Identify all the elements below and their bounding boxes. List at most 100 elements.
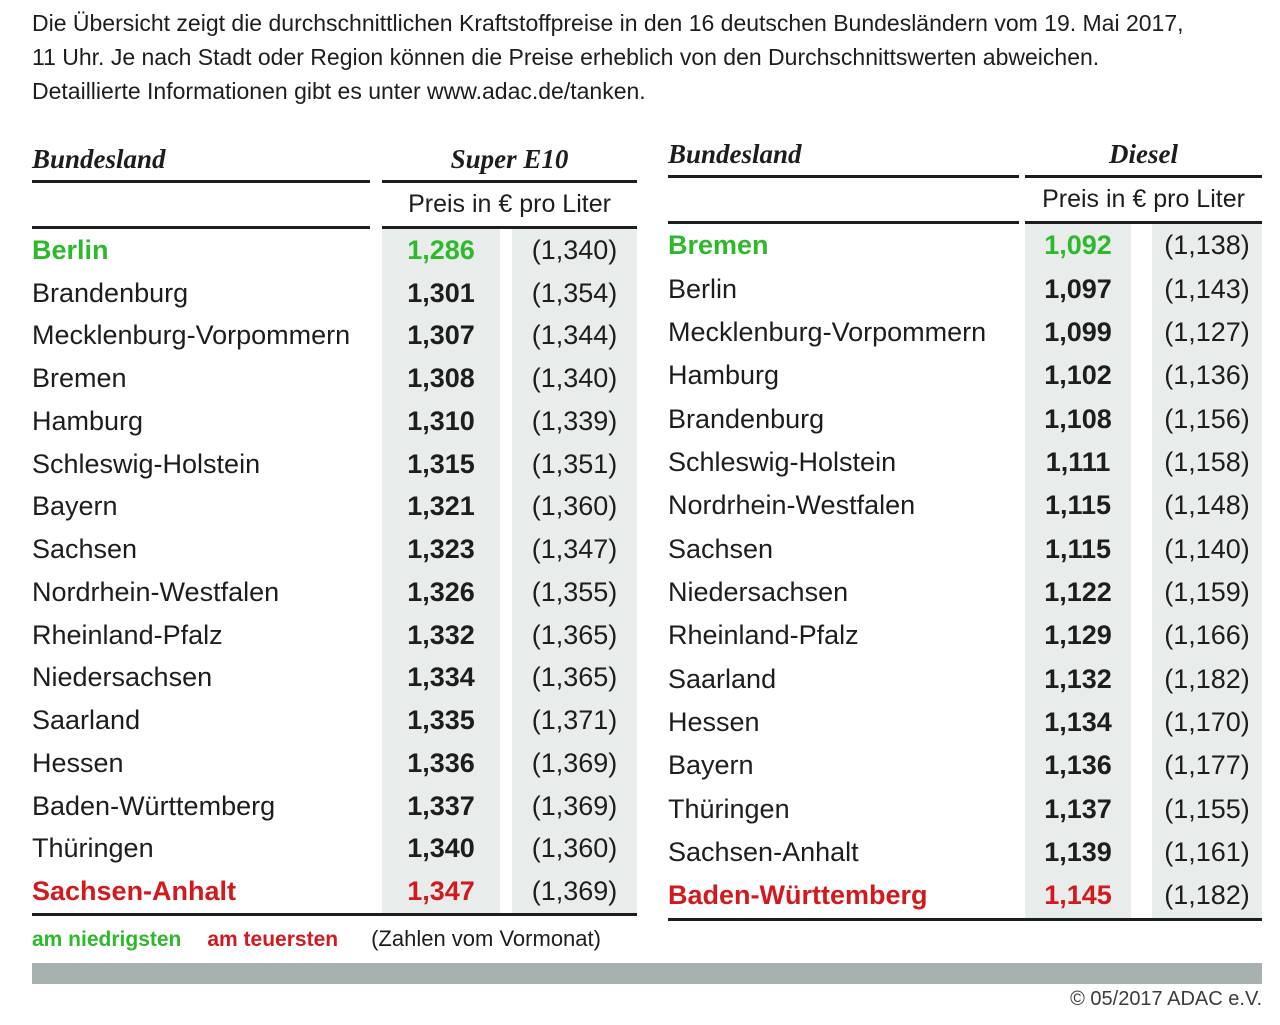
price-unit-header: Preis in € pro Liter xyxy=(1042,185,1245,213)
current-price: 1,136 xyxy=(1025,744,1131,788)
divider-segment xyxy=(668,221,1019,224)
table-row: Bremen 1,308 (1,340) xyxy=(32,357,637,400)
column-gap xyxy=(1131,831,1152,874)
previous-month-price: (1,140) xyxy=(1152,527,1262,571)
current-price: 1,326 xyxy=(382,571,500,614)
previous-month-price: (1,159) xyxy=(1152,570,1262,615)
column-gap xyxy=(1131,441,1152,484)
table-row: Schleswig-Holstein 1,315 (1,351) xyxy=(32,442,637,486)
current-price: 1,122 xyxy=(1025,570,1131,615)
divider-segment xyxy=(668,175,1019,178)
divider-segment xyxy=(1025,175,1262,178)
state-name: Hessen xyxy=(668,706,760,737)
state-name: Baden-Württemberg xyxy=(32,790,276,821)
bundesland-column-header: Bundesland xyxy=(668,139,802,169)
price-unit-header: Preis in € pro Liter xyxy=(408,190,611,218)
previous-month-price: (1,182) xyxy=(1152,657,1262,701)
divider-segment xyxy=(32,180,370,183)
state-name: Berlin xyxy=(32,234,109,265)
previous-month-price: (1,360) xyxy=(512,485,637,529)
current-price: 1,108 xyxy=(1025,397,1131,441)
state-name: Schleswig-Holstein xyxy=(32,448,261,479)
copyright: © 05/2017 ADAC e.V. xyxy=(1070,988,1262,1010)
fuel-type-header: Diesel xyxy=(1109,139,1178,169)
column-gap xyxy=(1131,484,1152,527)
state-name: Niedersachsen xyxy=(32,662,213,693)
table-row: Sachsen-Anhalt 1,347 (1,369) xyxy=(32,870,637,913)
state-name: Bayern xyxy=(668,750,754,781)
current-price: 1,301 xyxy=(382,271,500,315)
column-gap xyxy=(500,528,512,571)
column-gap xyxy=(1131,267,1152,310)
current-price: 1,332 xyxy=(382,613,500,657)
intro-line-2: 11 Uhr. Je nach Stadt oder Region können… xyxy=(32,44,1100,70)
current-price: 1,335 xyxy=(382,699,500,742)
column-gap xyxy=(1131,527,1152,570)
divider-segment xyxy=(382,180,637,183)
current-price: 1,129 xyxy=(1025,614,1131,658)
previous-month-price: (1,369) xyxy=(512,742,637,785)
table-row: Hamburg 1,102 (1,136) xyxy=(668,354,1262,398)
bundesland-column-header: Bundesland xyxy=(32,144,166,174)
table-row: Mecklenburg-Vorpommern 1,307 (1,344) xyxy=(32,314,637,358)
table-row: Saarland 1,335 (1,371) xyxy=(32,699,637,742)
column-gap xyxy=(1131,657,1152,700)
previous-month-price: (1,369) xyxy=(512,784,637,828)
previous-month-price: (1,371) xyxy=(512,699,637,742)
table-bottom-divider xyxy=(32,913,637,916)
current-price: 1,340 xyxy=(382,827,500,871)
header-divider xyxy=(668,175,1262,178)
table-row: Bayern 1,321 (1,360) xyxy=(32,485,637,529)
column-gap xyxy=(1131,397,1152,440)
current-price: 1,145 xyxy=(1025,874,1131,918)
table-row: Schleswig-Holstein 1,111 (1,158) xyxy=(668,440,1262,485)
state-name: Sachsen xyxy=(668,533,774,564)
state-name: Brandenburg xyxy=(32,277,189,308)
previous-month-price: (1,365) xyxy=(512,656,637,700)
current-price: 1,134 xyxy=(1025,700,1131,745)
table-row: Hamburg 1,310 (1,339) xyxy=(32,400,637,443)
column-gap xyxy=(500,315,512,358)
current-price: 1,111 xyxy=(1025,440,1131,485)
divider-gap xyxy=(370,180,382,183)
state-name: Brandenburg xyxy=(668,403,825,434)
column-gap xyxy=(1131,874,1152,917)
legend-lowest: am niedrigsten xyxy=(32,928,182,951)
column-gap xyxy=(500,828,512,871)
divider-segment xyxy=(382,226,637,229)
footer-bar xyxy=(32,963,1262,984)
table-row: Brandenburg 1,301 (1,354) xyxy=(32,271,637,315)
state-name: Bayern xyxy=(32,491,118,522)
previous-month-price: (1,127) xyxy=(1152,310,1262,355)
intro-text: Die Übersicht zeigt die durchschnittlich… xyxy=(32,6,1184,108)
previous-month-price: (1,136) xyxy=(1152,354,1262,398)
legend-note: (Zahlen vom Vormonat) xyxy=(371,926,601,951)
fuel-type-header: Super E10 xyxy=(450,144,569,174)
legend: am niedrigsten am teuersten (Zahlen vom … xyxy=(32,926,601,956)
table-header-row: Bundesland Super E10 xyxy=(32,137,637,180)
previous-month-price: (1,161) xyxy=(1152,830,1262,875)
state-name: Nordrhein-Westfalen xyxy=(32,576,280,607)
current-price: 1,139 xyxy=(1025,830,1131,875)
previous-month-price: (1,138) xyxy=(1152,224,1262,268)
previous-month-price: (1,143) xyxy=(1152,267,1262,311)
previous-month-price: (1,158) xyxy=(1152,440,1262,485)
table-row: Bremen 1,092 (1,138) xyxy=(668,224,1262,268)
super-e10-table: Bundesland Super E10 Preis in € pro Lite… xyxy=(32,137,637,916)
previous-month-price: (1,182) xyxy=(1152,874,1262,918)
current-price: 1,099 xyxy=(1025,310,1131,355)
previous-month-price: (1,360) xyxy=(512,827,637,871)
divider-segment xyxy=(32,226,370,229)
table-row: Berlin 1,097 (1,143) xyxy=(668,267,1262,311)
header-divider xyxy=(668,221,1262,224)
state-name: Nordrhein-Westfalen xyxy=(668,490,916,521)
previous-month-price: (1,339) xyxy=(512,400,637,443)
current-price: 1,286 xyxy=(382,229,500,272)
table-row: Brandenburg 1,108 (1,156) xyxy=(668,397,1262,441)
table-row: Baden-Württemberg 1,337 (1,369) xyxy=(32,784,637,828)
table-row: Mecklenburg-Vorpommern 1,099 (1,127) xyxy=(668,310,1262,355)
diesel-table: Bundesland Diesel Preis in € pro Liter B… xyxy=(668,132,1262,921)
table-row: Nordrhein-Westfalen 1,326 (1,355) xyxy=(32,571,637,614)
column-gap xyxy=(500,699,512,742)
table-row: Sachsen 1,323 (1,347) xyxy=(32,528,637,571)
